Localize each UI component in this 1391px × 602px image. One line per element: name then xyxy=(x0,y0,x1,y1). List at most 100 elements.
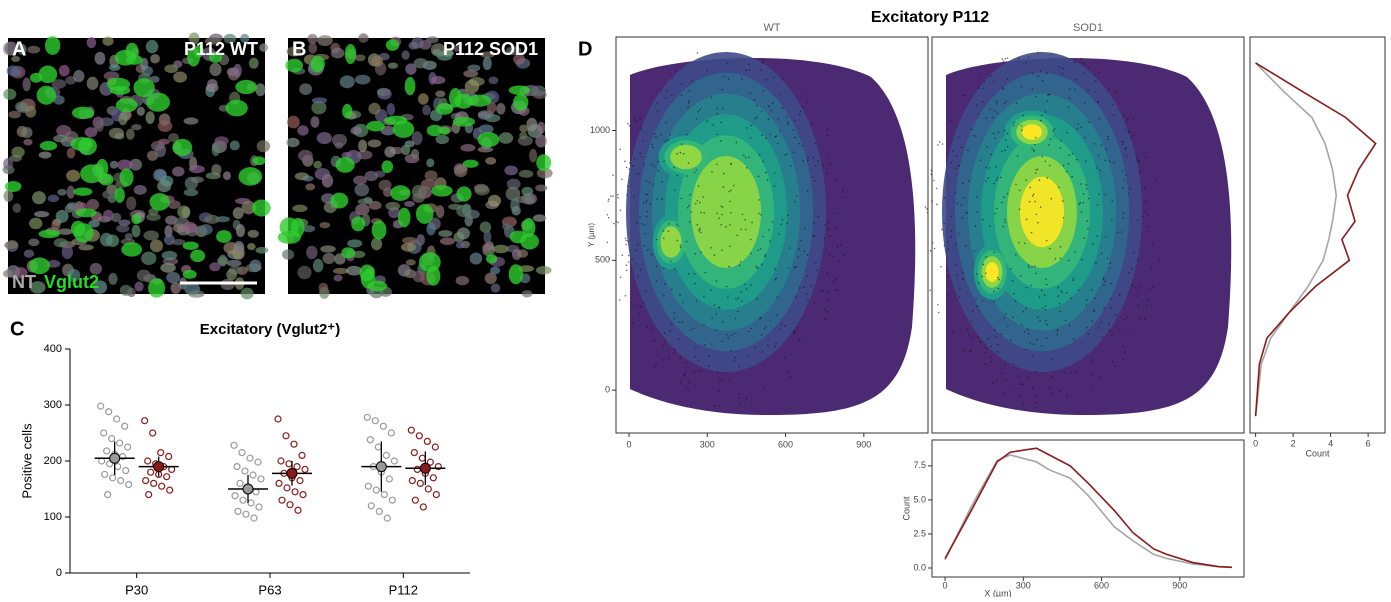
x-tick-label: 600 xyxy=(778,439,793,449)
cell-dot xyxy=(1022,383,1024,385)
cell-dot xyxy=(955,244,957,246)
cell-dot xyxy=(1101,144,1103,146)
vglut2-cell xyxy=(71,137,93,151)
nucleus xyxy=(155,144,166,158)
cell-dot xyxy=(1080,127,1082,129)
data-point xyxy=(148,469,154,475)
cell-dot xyxy=(982,101,984,103)
data-point xyxy=(412,497,418,503)
cell-dot xyxy=(1039,296,1041,298)
cell-dot xyxy=(826,172,828,174)
cell-dot xyxy=(1145,211,1147,213)
cell-dot xyxy=(733,185,735,187)
cell-dot xyxy=(746,398,748,400)
cell-dot xyxy=(814,180,816,182)
cell-dot xyxy=(1122,187,1124,189)
cell-dot xyxy=(1099,118,1101,120)
cell-dot xyxy=(996,103,998,105)
cell-dot xyxy=(1015,254,1017,256)
cell-dot xyxy=(762,351,764,353)
cell-dot xyxy=(781,323,783,325)
cell-dot xyxy=(1103,284,1105,286)
cell-dot xyxy=(711,317,713,319)
cell-dot xyxy=(625,238,627,240)
cell-dot xyxy=(978,282,980,284)
nucleus xyxy=(209,63,221,76)
cell-dot xyxy=(977,113,979,115)
data-point xyxy=(114,416,120,422)
cell-dot xyxy=(1049,248,1051,250)
nucleus xyxy=(371,238,382,251)
cell-dot xyxy=(1092,243,1094,245)
data-point xyxy=(287,502,293,508)
vglut2-cell xyxy=(351,216,365,231)
cell-dot xyxy=(963,350,965,352)
cell-dot xyxy=(643,202,645,204)
nucleus xyxy=(259,43,268,51)
cell-dot xyxy=(797,256,799,258)
cell-dot xyxy=(636,222,638,224)
vglut2-cell xyxy=(38,230,59,238)
data-point xyxy=(383,452,389,458)
nucleus xyxy=(247,243,255,250)
cell-dot xyxy=(830,235,832,237)
y-axis-title: Y (µm) xyxy=(587,223,596,247)
cell-dot xyxy=(797,327,799,329)
y-tick-label: 400 xyxy=(44,343,62,355)
nucleus xyxy=(377,89,385,96)
nucleus xyxy=(483,230,491,244)
cell-dot xyxy=(721,89,723,91)
cell-dot xyxy=(965,94,967,96)
cell-dot xyxy=(621,178,623,180)
nucleus xyxy=(297,125,308,135)
cell-dot xyxy=(1107,257,1109,259)
cell-dot xyxy=(717,372,719,374)
panel-letter: A xyxy=(12,38,26,60)
cell-dot xyxy=(772,221,774,223)
cell-dot xyxy=(710,289,712,291)
vglut2-cell xyxy=(311,56,325,72)
cell-dot xyxy=(993,81,995,83)
cell-dot xyxy=(836,289,838,291)
cell-dot xyxy=(1080,183,1082,185)
cell-dot xyxy=(694,356,696,358)
nucleus xyxy=(24,250,34,258)
cell-dot xyxy=(687,207,689,209)
cell-dot xyxy=(640,269,642,271)
nucleus xyxy=(537,122,545,134)
cell-dot xyxy=(689,90,691,92)
nucleus xyxy=(115,133,125,140)
cell-dot xyxy=(1068,163,1070,165)
cell-dot xyxy=(1073,339,1075,341)
cell-dot xyxy=(723,76,725,78)
cell-dot xyxy=(946,275,948,277)
cell-dot xyxy=(985,352,987,354)
cell-dot xyxy=(1005,58,1007,60)
x-tick-label: 900 xyxy=(1172,580,1187,590)
nucleus xyxy=(368,103,380,115)
cell-dot xyxy=(827,134,829,136)
nucleus xyxy=(87,77,99,90)
cell-dot xyxy=(726,334,728,336)
cell-dot xyxy=(827,299,829,301)
cell-dot xyxy=(694,273,696,275)
cell-dot xyxy=(1111,334,1113,336)
y-tick-label: 0.0 xyxy=(913,562,926,572)
data-point xyxy=(284,485,290,491)
cell-dot xyxy=(765,137,767,139)
nucleus xyxy=(496,103,505,115)
cell-dot xyxy=(985,117,987,119)
cell-dot xyxy=(1063,165,1065,167)
cell-dot xyxy=(814,262,816,264)
cell-dot xyxy=(959,288,961,290)
nucleus xyxy=(28,239,39,247)
cell-dot xyxy=(625,295,627,297)
cell-dot xyxy=(634,120,636,122)
cell-dot xyxy=(1018,376,1020,378)
cell-dot xyxy=(1045,279,1047,281)
vglut2-cell xyxy=(190,250,205,262)
nucleus xyxy=(184,117,199,124)
cell-dot xyxy=(767,179,769,181)
cell-dot xyxy=(835,278,837,280)
data-point xyxy=(283,433,289,439)
